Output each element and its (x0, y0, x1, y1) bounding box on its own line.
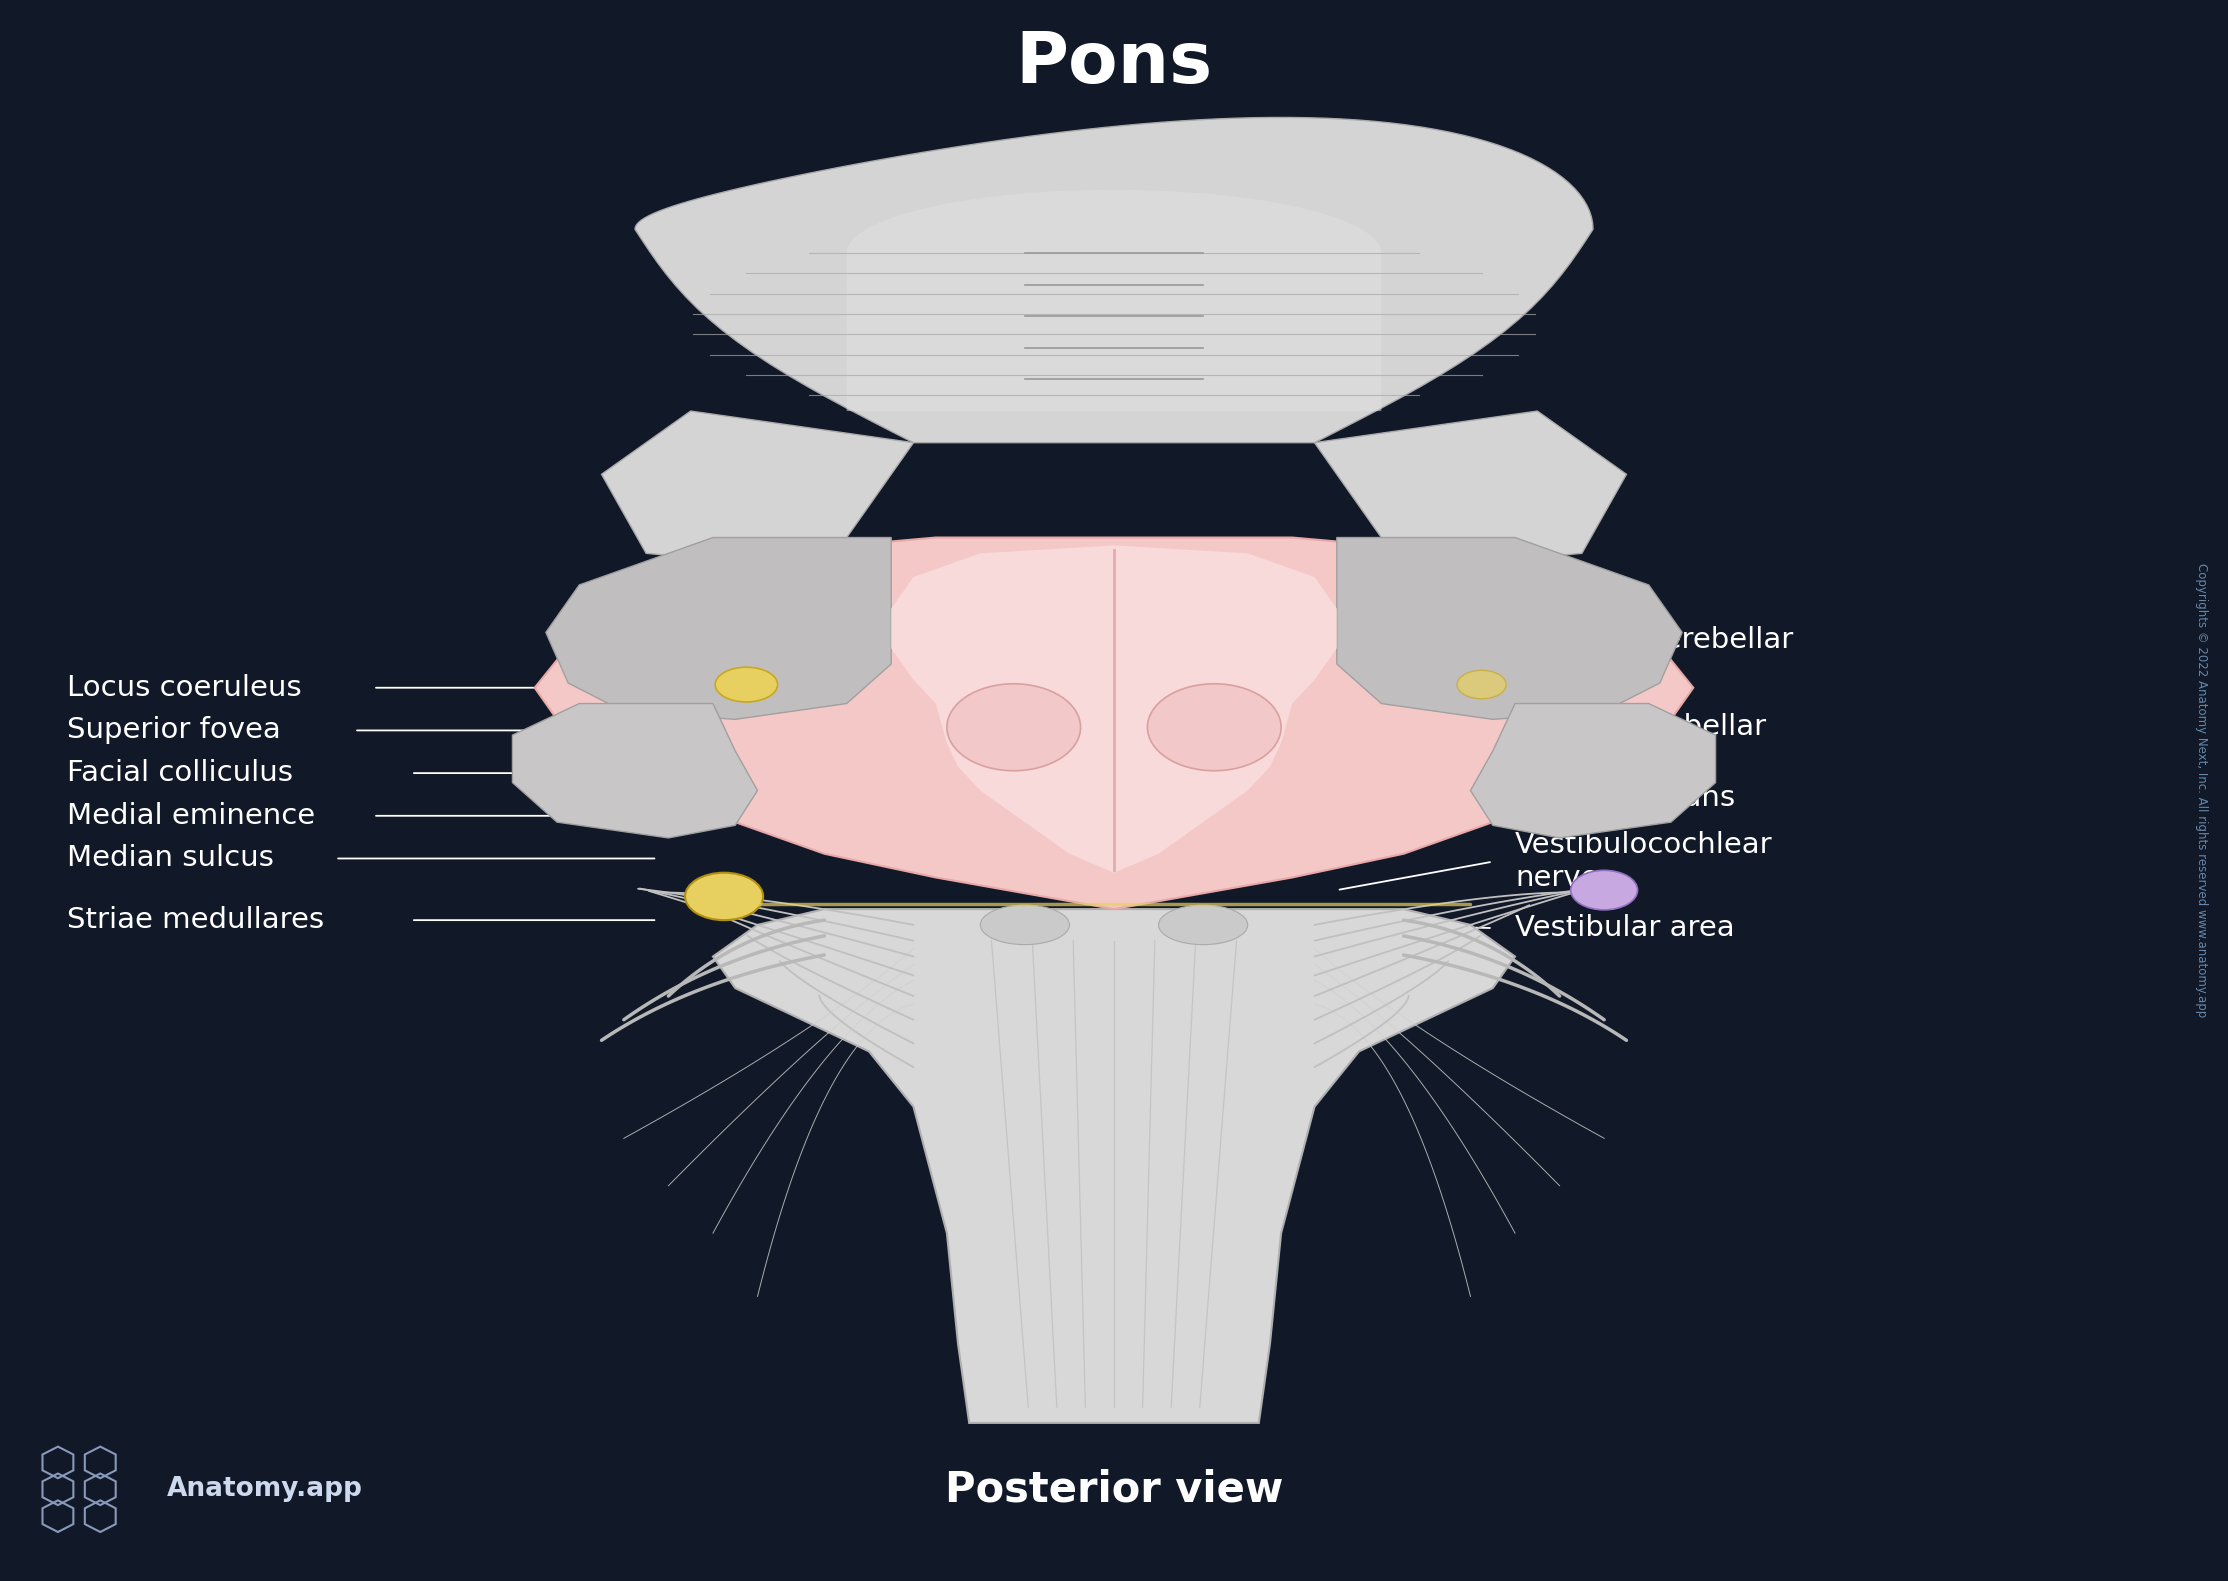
Polygon shape (635, 117, 1593, 443)
Ellipse shape (1159, 904, 1248, 945)
Text: Locus coeruleus: Locus coeruleus (67, 674, 301, 702)
Text: Copyrights © 2022 Anatomy Next, Inc. All rights reserved www.anatomy.app: Copyrights © 2022 Anatomy Next, Inc. All… (2195, 563, 2208, 1018)
Polygon shape (602, 411, 913, 569)
Polygon shape (1470, 704, 1716, 838)
Polygon shape (512, 704, 758, 838)
Ellipse shape (1457, 670, 1506, 699)
Text: Pons: Pons (1016, 28, 1212, 98)
Text: Posterior view: Posterior view (945, 1469, 1283, 1510)
Text: Anatomy.app: Anatomy.app (167, 1477, 363, 1502)
Text: Striae medullares: Striae medullares (67, 906, 323, 934)
Text: Vestibular area: Vestibular area (1515, 914, 1736, 942)
Ellipse shape (1147, 683, 1281, 772)
Text: Middle cerebellar
peduncle: Middle cerebellar peduncle (1515, 713, 1767, 773)
Text: Facial colliculus: Facial colliculus (67, 759, 292, 787)
Polygon shape (1337, 538, 1682, 719)
Text: Sulcus limitans: Sulcus limitans (1515, 784, 1736, 813)
Ellipse shape (715, 667, 778, 702)
Text: Medial eminence: Medial eminence (67, 802, 314, 830)
Ellipse shape (686, 873, 762, 920)
Text: Vestibulocochlear
nerve: Vestibulocochlear nerve (1515, 832, 1773, 892)
Ellipse shape (980, 904, 1069, 945)
Polygon shape (546, 538, 891, 719)
Polygon shape (891, 545, 1337, 873)
Polygon shape (713, 909, 1515, 1423)
Text: Superior fovea: Superior fovea (67, 716, 281, 745)
Polygon shape (1315, 411, 1626, 569)
Text: Superior cerebellar
peduncle: Superior cerebellar peduncle (1515, 626, 1794, 686)
Polygon shape (535, 538, 1693, 909)
Ellipse shape (947, 683, 1081, 772)
Ellipse shape (1571, 870, 1638, 911)
Polygon shape (847, 190, 1381, 411)
Text: Median sulcus: Median sulcus (67, 844, 274, 873)
